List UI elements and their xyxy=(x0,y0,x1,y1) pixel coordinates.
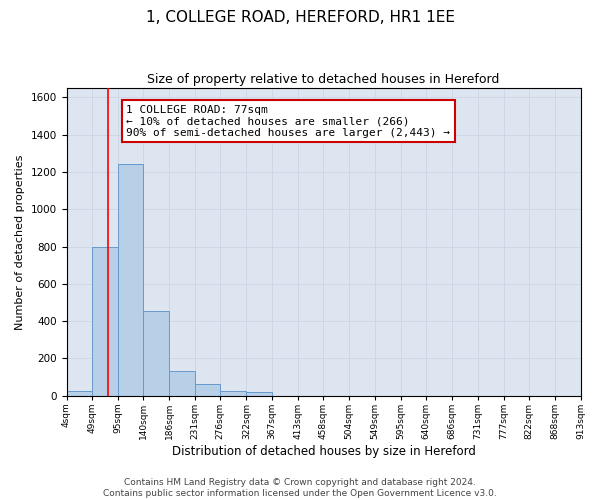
Bar xyxy=(118,164,143,396)
X-axis label: Distribution of detached houses by size in Hereford: Distribution of detached houses by size … xyxy=(172,444,475,458)
Bar xyxy=(247,392,272,396)
Bar xyxy=(143,311,169,396)
Text: 1 COLLEGE ROAD: 77sqm
← 10% of detached houses are smaller (266)
90% of semi-det: 1 COLLEGE ROAD: 77sqm ← 10% of detached … xyxy=(127,105,451,138)
Text: Contains HM Land Registry data © Crown copyright and database right 2024.
Contai: Contains HM Land Registry data © Crown c… xyxy=(103,478,497,498)
Y-axis label: Number of detached properties: Number of detached properties xyxy=(15,154,25,330)
Bar xyxy=(195,384,220,396)
Bar xyxy=(92,246,118,396)
Bar xyxy=(220,391,247,396)
Title: Size of property relative to detached houses in Hereford: Size of property relative to detached ho… xyxy=(148,72,500,86)
Bar xyxy=(67,391,92,396)
Text: 1, COLLEGE ROAD, HEREFORD, HR1 1EE: 1, COLLEGE ROAD, HEREFORD, HR1 1EE xyxy=(146,10,455,25)
Bar xyxy=(169,372,195,396)
